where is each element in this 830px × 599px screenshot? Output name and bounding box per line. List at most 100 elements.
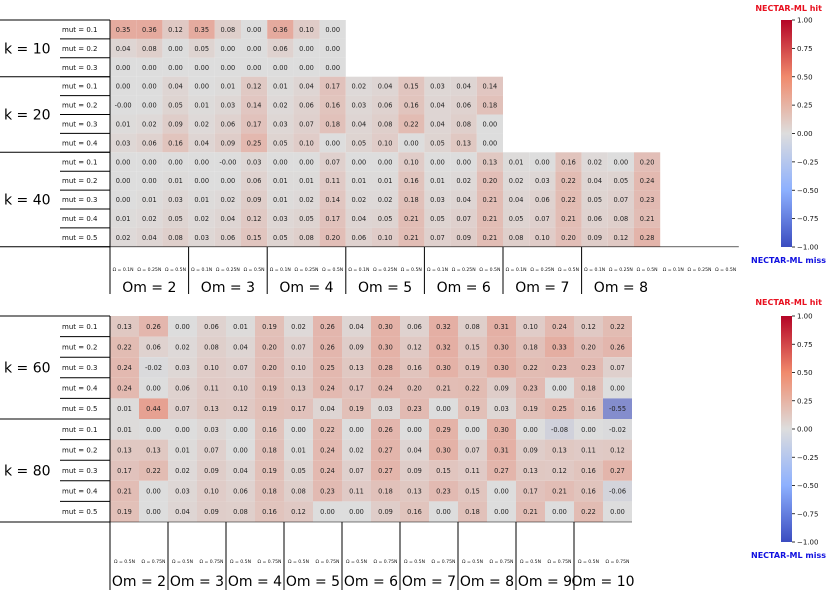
- om-group-label: Om = 5: [286, 574, 340, 590]
- heatmap-cell: [162, 20, 189, 39]
- cell-value-label: 0.10: [378, 234, 393, 242]
- cell-value-label: 0.00: [221, 64, 236, 72]
- cell-value-label: 0.09: [204, 467, 219, 475]
- cell-value-label: 0.12: [407, 343, 422, 351]
- heatmap-cell: [487, 460, 516, 481]
- colorbar-tick-label: −0.50: [797, 187, 818, 195]
- cell-value-label: 0.04: [352, 215, 367, 223]
- heatmap-cell: [603, 357, 632, 378]
- cell-value-label: 0.25: [552, 405, 567, 413]
- cell-value-label: 0.24: [320, 446, 335, 454]
- cell-value-label: 0.07: [325, 158, 340, 166]
- colorbar-tick-label: 0.50: [797, 73, 813, 81]
- cell-value-label: 0.24: [320, 385, 335, 393]
- heatmap-cell: [188, 152, 215, 172]
- cell-value-label: 0.09: [221, 139, 236, 147]
- cell-value-label: 0.04: [349, 323, 364, 331]
- heatmap-cell: [398, 227, 425, 247]
- cell-value-label: 0.02: [194, 120, 209, 128]
- cell-value-label: 0.11: [325, 177, 340, 185]
- heatmap-cell: [136, 190, 163, 209]
- heatmap-cell: [574, 357, 603, 378]
- cell-value-label: 0.00: [116, 158, 131, 166]
- cell-value-label: 0.00: [483, 120, 498, 128]
- cell-value-label: 0.36: [273, 26, 288, 34]
- heatmap-cell: [574, 398, 603, 419]
- heatmap-cell: [293, 95, 320, 115]
- heatmap-cell: [214, 20, 241, 39]
- heatmap-cell: [424, 171, 451, 191]
- heatmap-cell: [607, 209, 634, 228]
- cell-value-label: 0.24: [552, 323, 567, 331]
- heatmap-cell: [398, 95, 425, 115]
- heatmap-cell: [284, 480, 313, 502]
- cell-value-label: 0.00: [146, 426, 161, 434]
- heatmap-cell: [476, 152, 503, 172]
- column-tick-label: Ω = 0.5N: [114, 559, 135, 565]
- cell-value-label: 0.08: [291, 488, 306, 496]
- cell-value-label: 0.13: [456, 139, 471, 147]
- cell-value-label: 0.05: [587, 196, 602, 204]
- heatmap-cell: [529, 152, 556, 172]
- cell-value-label: 0.10: [299, 26, 314, 34]
- heatmap-cell: [162, 227, 189, 247]
- cell-value-label: 0.07: [233, 364, 248, 372]
- colorbar-tick-label: −1.00: [797, 244, 818, 252]
- column-tick-label: Ω = 0.25N: [452, 267, 476, 273]
- heatmap-cell: [400, 501, 429, 522]
- cell-value-label: 0.14: [247, 102, 262, 110]
- heatmap-cell: [574, 439, 603, 461]
- cell-value-label: 0.06: [535, 196, 550, 204]
- om-group-label: Om = 9: [518, 574, 572, 590]
- heatmap-cell: [136, 20, 163, 39]
- cell-value-label: 0.00: [175, 426, 190, 434]
- heatmap-cell: [110, 377, 139, 399]
- column-tick-label: Ω = 0.75N: [548, 559, 572, 565]
- cell-value-label: -0.00: [115, 102, 132, 110]
- heatmap-cell: [450, 114, 477, 134]
- colorbar: [781, 316, 792, 542]
- heatmap-cell: [345, 76, 372, 96]
- cell-value-label: 0.01: [142, 196, 157, 204]
- heatmap-cell: [284, 419, 313, 440]
- colorbar-miss-label: NECTAR-ML miss: [751, 551, 826, 560]
- heatmap-cell: [634, 227, 661, 247]
- cell-value-label: 0.03: [204, 426, 219, 434]
- heatmap-cell: [555, 209, 582, 228]
- om-group-label: Om = 10: [571, 574, 634, 590]
- heatmap-cell: [110, 419, 139, 440]
- cell-value-label: 0.30: [378, 343, 393, 351]
- heatmap-cell: [319, 209, 346, 228]
- heatmap-cell: [372, 114, 399, 134]
- colorbar-hit-label: NECTAR-ML hit: [755, 298, 822, 307]
- cell-value-label: 0.00: [142, 158, 157, 166]
- heatmap-cell: [603, 316, 632, 337]
- heatmap-cell: [319, 171, 346, 191]
- heatmap-cell: [188, 133, 215, 153]
- om-group-label: Om = 6: [344, 574, 398, 590]
- heatmap-cell: [429, 377, 458, 399]
- cell-value-label: 0.04: [407, 446, 422, 454]
- cell-value-label: -0.02: [609, 426, 626, 434]
- cell-value-label: 0.08: [378, 120, 393, 128]
- heatmap-cell: [197, 316, 226, 337]
- heatmap-cell: [255, 419, 284, 440]
- cell-value-label: 0.05: [291, 467, 306, 475]
- cell-value-label: 0.03: [378, 405, 393, 413]
- heatmap-cell: [168, 336, 197, 358]
- cell-value-label: 0.07: [349, 467, 364, 475]
- heatmap-cell: [284, 316, 313, 337]
- om-group-label: Om = 4: [228, 574, 282, 590]
- heatmap-cell: [136, 57, 163, 77]
- cell-value-label: 0.30: [494, 343, 509, 351]
- heatmap-cell: [255, 501, 284, 522]
- cell-value-label: 0.10: [299, 139, 314, 147]
- heatmap-cell: [458, 377, 487, 399]
- heatmap-cell: [168, 419, 197, 440]
- colorbar-tick-label: 0.75: [797, 341, 813, 349]
- heatmap-cell: [487, 316, 516, 337]
- cell-value-label: 0.00: [142, 177, 157, 185]
- cell-value-label: 0.13: [552, 446, 567, 454]
- heatmap-cell: [162, 38, 189, 58]
- cell-value-label: 0.01: [273, 83, 288, 91]
